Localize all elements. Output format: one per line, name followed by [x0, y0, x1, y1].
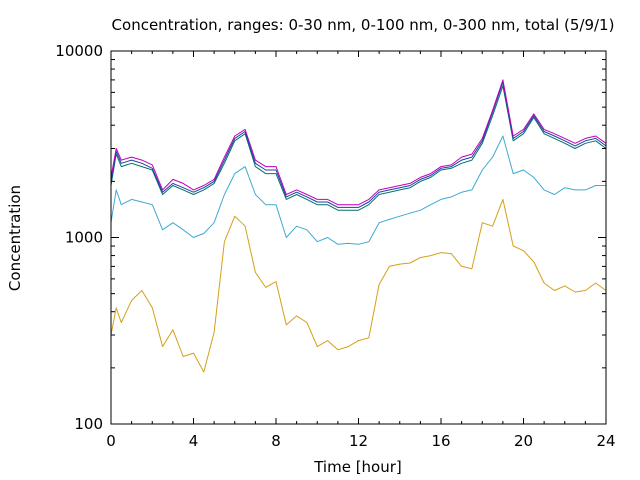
series-line-3 [110, 81, 607, 208]
axis-layer: 0 4 8 12 16 20 24 100 1000 10000 [55, 42, 615, 450]
series-line-0 [110, 198, 607, 373]
x-tick-label-2: 8 [271, 432, 281, 450]
x-tick-label-5: 20 [514, 432, 533, 450]
x-axis-label: Time [hour] [313, 458, 402, 476]
x-tick-label-6: 24 [596, 432, 615, 450]
y-axis-label: Concentration [6, 185, 24, 291]
y-tick-label-0: 100 [74, 415, 103, 433]
x-tick-label-3: 12 [349, 432, 368, 450]
series-line-4 [110, 79, 607, 206]
x-tick-label-1: 4 [189, 432, 199, 450]
x-tick-label-0: 0 [106, 432, 116, 450]
series-layer [110, 79, 607, 373]
y-tick-label-2: 10000 [55, 42, 103, 60]
series-line-2 [110, 85, 607, 211]
chart-title: Concentration, ranges: 0-30 nm, 0-100 nm… [112, 16, 615, 34]
x-tick-label-4: 16 [431, 432, 450, 450]
series-line-1 [110, 135, 606, 245]
plot-frame [110, 50, 607, 425]
y-tick-label-1: 1000 [65, 229, 103, 247]
